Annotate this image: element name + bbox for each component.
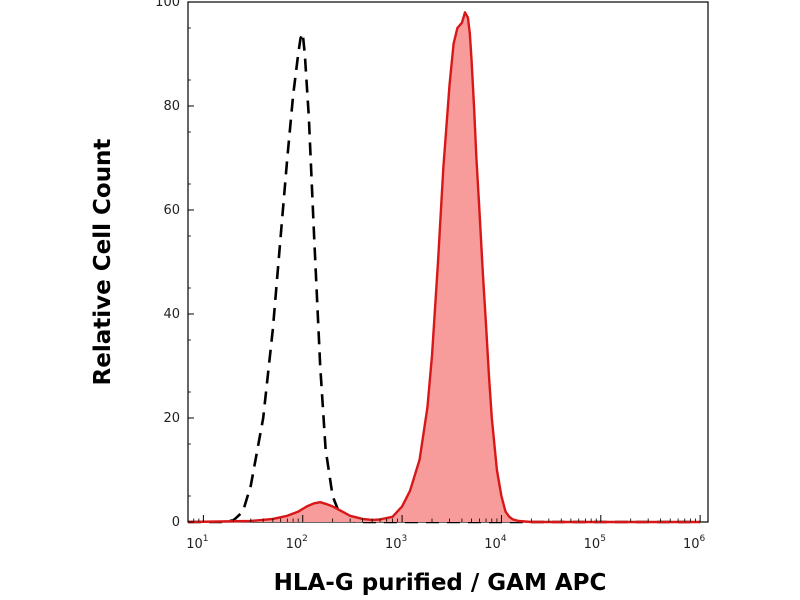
y-tick-label: 80 bbox=[163, 99, 180, 114]
x-tick-label: 105 bbox=[584, 534, 606, 552]
y-tick-label: 60 bbox=[163, 203, 180, 218]
stained-histogram-line bbox=[187, 11, 701, 524]
y-tick-label: 100 bbox=[155, 0, 180, 10]
x-tick-label: 102 bbox=[286, 534, 308, 552]
y-tick-label: 20 bbox=[163, 411, 180, 426]
x-tick-label: 101 bbox=[186, 534, 208, 552]
y-axis-title: Relative Cell Count bbox=[90, 139, 116, 386]
x-tick-label: 106 bbox=[683, 534, 706, 552]
y-tick-label: 0 bbox=[172, 515, 180, 530]
stained-histogram-fill bbox=[188, 12, 701, 523]
x-tick-label: 104 bbox=[484, 534, 507, 552]
x-tick-label: 103 bbox=[385, 534, 407, 552]
axes-layer: 0 20 40 60 80 100 101 102 103 104 105 106 bbox=[155, 0, 705, 552]
x-axis-title: HLA-G purified / GAM APC bbox=[274, 570, 607, 596]
y-tick-label: 40 bbox=[163, 307, 180, 322]
series-layer bbox=[187, 11, 701, 524]
